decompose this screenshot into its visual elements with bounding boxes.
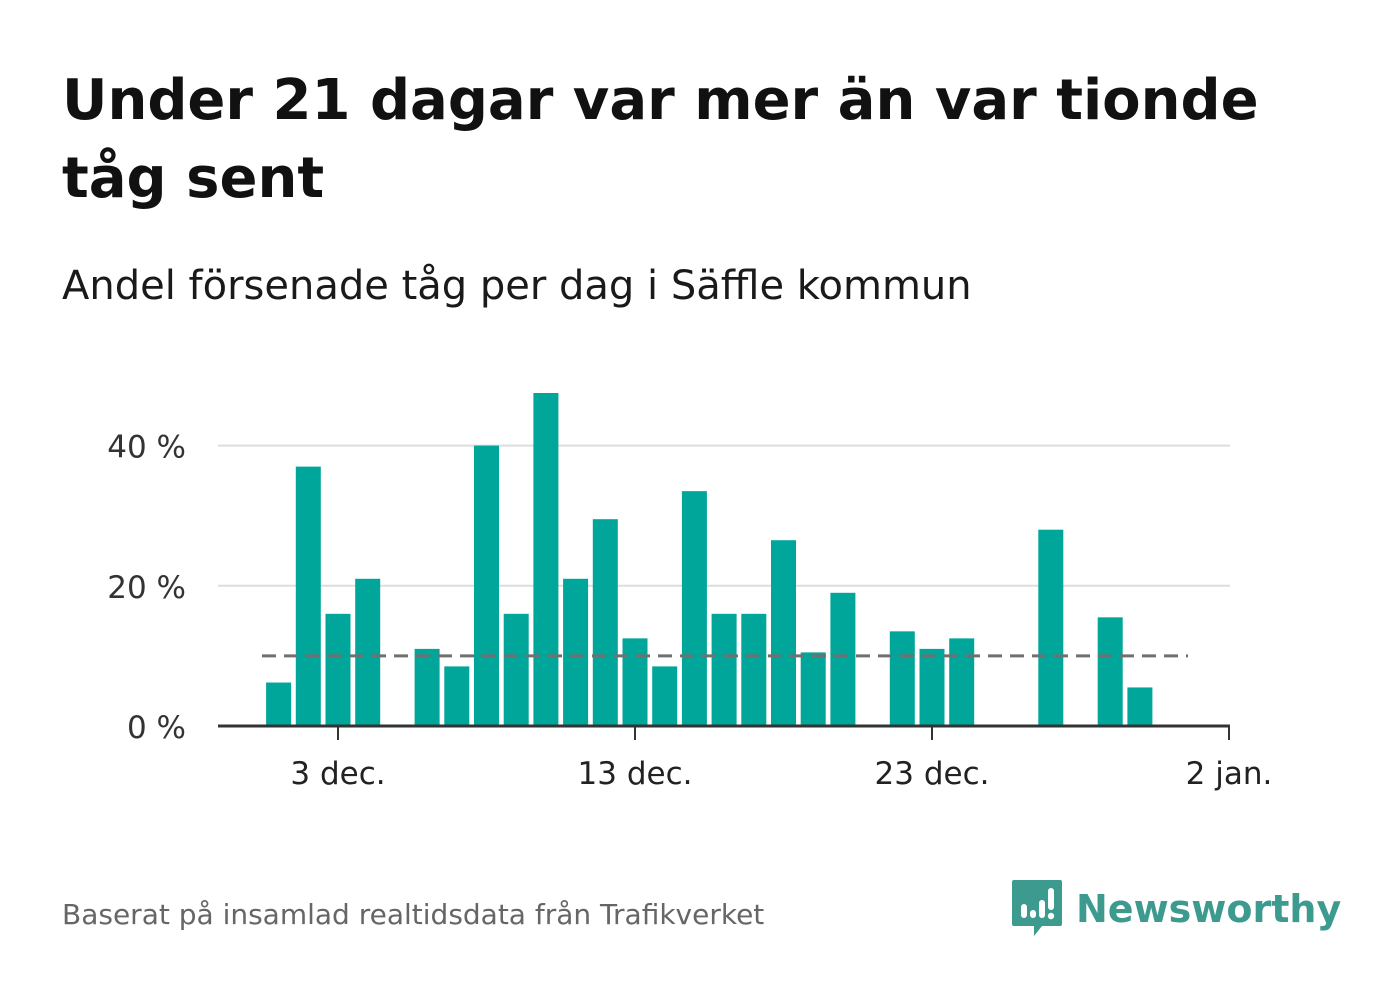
y-tick-label: 40 %	[107, 430, 186, 466]
bar	[711, 613, 737, 726]
bar	[1097, 617, 1123, 726]
bars	[266, 393, 1153, 726]
bar	[1127, 687, 1153, 726]
bar-chart: 0 % 20 % 40 % 3 dec. 13 dec. 23 dec. 2 jan.	[107, 393, 1272, 792]
x-tick-label: 23 dec.	[875, 756, 990, 792]
gridlines	[218, 444, 1230, 587]
bar	[444, 666, 470, 726]
axes: 0 % 20 % 40 % 3 dec. 13 dec. 23 dec. 2 jan.	[107, 430, 1272, 792]
newsworthy-logo-icon	[1012, 880, 1062, 936]
chart-subtitle: Andel försenade tåg per dag i Säffle kom…	[62, 263, 972, 309]
bar	[949, 638, 975, 726]
bar	[295, 466, 321, 726]
bar	[533, 393, 559, 726]
bar	[355, 578, 381, 726]
bar	[1038, 529, 1064, 726]
bar	[266, 682, 292, 726]
bar	[563, 578, 589, 726]
bar	[741, 613, 767, 726]
bar	[652, 666, 678, 726]
bar	[830, 592, 856, 726]
chart-title: Under 21 dagar var mer än var tionde tåg…	[62, 68, 1259, 211]
brand-name: Newsworthy	[1076, 887, 1342, 931]
y-tick-label: 0 %	[127, 710, 186, 746]
bar	[592, 519, 618, 726]
bar	[889, 631, 915, 726]
bar	[325, 613, 351, 726]
brand-logo: Newsworthy	[1010, 878, 1341, 940]
bar	[474, 445, 499, 726]
bar	[414, 648, 440, 726]
bar	[771, 540, 796, 726]
source-note: Baserat på insamlad realtidsdata från Tr…	[62, 898, 765, 931]
bar	[622, 638, 648, 726]
y-tick-label: 20 %	[107, 570, 186, 606]
bar	[919, 648, 945, 726]
x-tick-label: 3 dec.	[290, 756, 385, 792]
x-tick-label: 2 jan.	[1186, 756, 1273, 792]
bar	[503, 613, 529, 726]
bar	[800, 652, 826, 726]
bar	[681, 491, 707, 726]
x-tick-label: 13 dec.	[578, 756, 693, 792]
